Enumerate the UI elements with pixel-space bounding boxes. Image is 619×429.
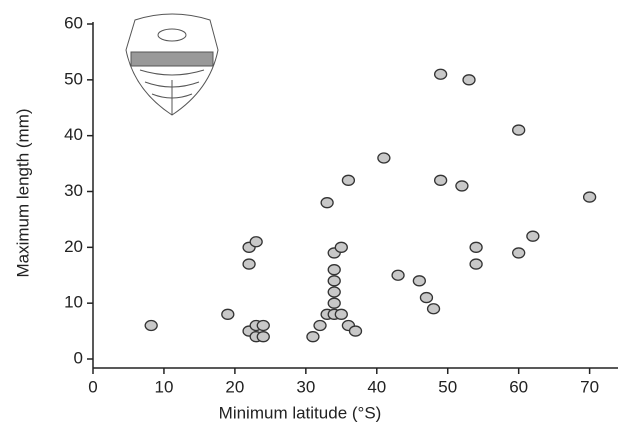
x-tick-label: 20 [225, 377, 244, 396]
point [391, 269, 405, 281]
point [221, 308, 235, 320]
point [412, 275, 427, 287]
point [313, 319, 327, 332]
y-tick-label: 0 [74, 348, 83, 367]
point [327, 275, 341, 287]
x-tick-label: 40 [367, 377, 386, 396]
y-tick-label: 20 [64, 237, 83, 256]
point [433, 174, 448, 186]
x-tick-label: 10 [154, 377, 173, 396]
point [327, 297, 341, 309]
point [334, 308, 348, 320]
point [582, 191, 597, 203]
point [462, 74, 476, 86]
point [256, 319, 270, 332]
point [455, 180, 469, 192]
point [512, 247, 526, 259]
point [469, 241, 483, 253]
point [256, 331, 270, 343]
x-tick-label: 70 [580, 377, 599, 396]
point [377, 152, 391, 164]
point [526, 230, 540, 242]
x-tick-label: 0 [88, 377, 97, 396]
y-axis-label: Maximum length (mm) [13, 108, 32, 277]
point [433, 68, 448, 80]
point [242, 258, 256, 270]
x-axis-label: Minimum latitude (°S) [219, 403, 382, 422]
y-tick-label: 40 [64, 125, 83, 144]
point [327, 286, 341, 298]
point [334, 241, 348, 253]
point [320, 197, 334, 209]
x-tick-label: 50 [438, 377, 457, 396]
y-tick-label: 50 [64, 69, 83, 88]
point [249, 236, 263, 248]
point [306, 331, 320, 343]
point [348, 325, 363, 337]
y-tick-label: 60 [64, 13, 83, 32]
y-tick-label: 30 [64, 181, 83, 200]
point [426, 303, 441, 315]
point [327, 264, 341, 276]
point [469, 258, 483, 270]
point [144, 319, 158, 332]
point [419, 291, 434, 304]
point [512, 124, 526, 136]
specimen-drawing [125, 13, 219, 116]
x-tick-label: 60 [509, 377, 528, 396]
point [341, 174, 356, 186]
y-tick-label: 10 [64, 293, 83, 312]
x-tick-label: 30 [296, 377, 315, 396]
